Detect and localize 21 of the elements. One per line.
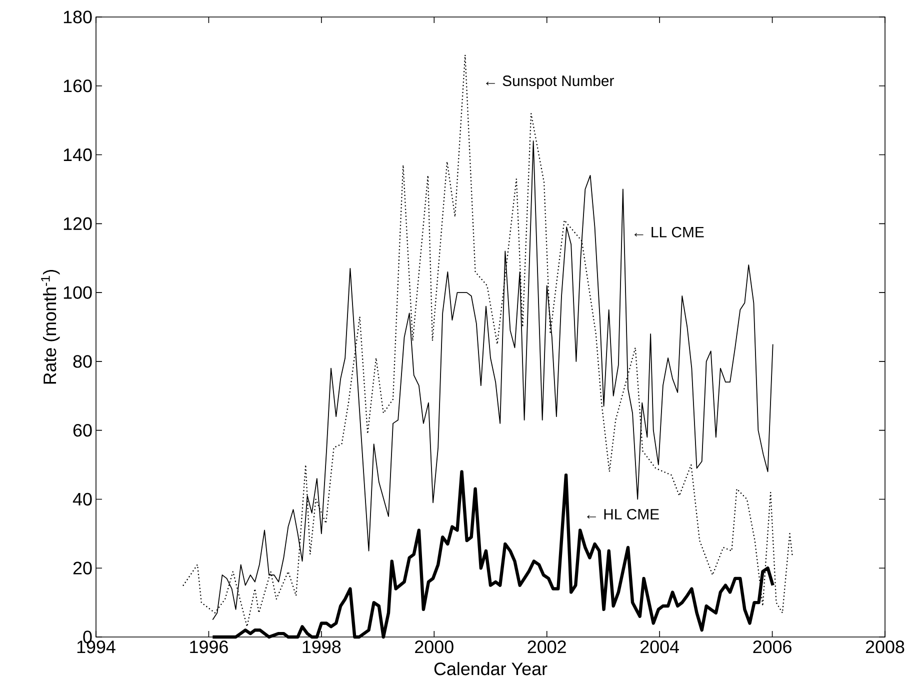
- y-tick-label: 120: [64, 217, 92, 230]
- y-tick-label: 140: [64, 148, 92, 162]
- y-tick-label: 100: [64, 286, 92, 299]
- y-tick-label: 160: [64, 80, 92, 92]
- annotation: ← Sunspot Number: [486, 75, 614, 90]
- y-tick-label: 180: [64, 10, 92, 24]
- x-axis-title: Calendar Year: [434, 662, 548, 676]
- x-tick-label: 2002: [528, 640, 566, 654]
- y-tick-label: 60: [73, 424, 92, 437]
- x-tick-label: 2008: [866, 640, 904, 654]
- x-tick-label: 2000: [415, 640, 454, 654]
- y-tick-label: 20: [73, 562, 92, 574]
- x-tick-label: 1996: [190, 640, 228, 654]
- y-tick-label: 80: [73, 355, 92, 368]
- annotation: ← LL CME: [634, 226, 704, 238]
- x-tick-label: 2006: [753, 640, 792, 654]
- x-tick-label: 1998: [302, 640, 341, 654]
- x-tick-label: 2004: [640, 640, 679, 654]
- y-axis-title: Rate (month$^{-1}$): [41, 270, 60, 384]
- y-tick-label: 40: [72, 492, 92, 506]
- annotation: ← HL CME: [587, 508, 659, 520]
